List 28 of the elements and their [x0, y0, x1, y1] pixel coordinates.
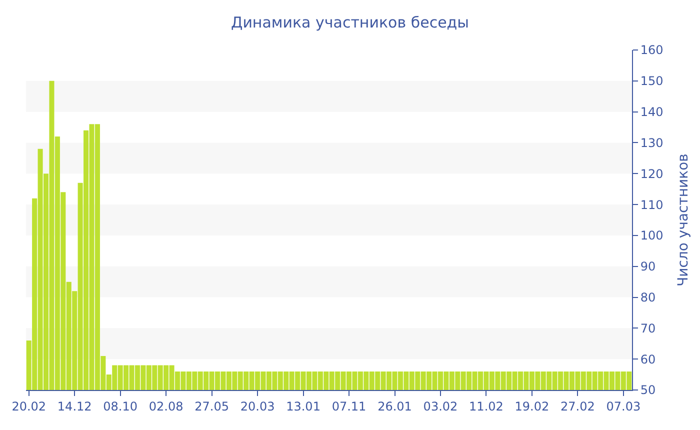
y-tick-label: 160	[640, 43, 664, 58]
x-tick-label: 20.03	[240, 399, 275, 414]
y-tick-label: 60	[640, 352, 656, 366]
x-tick-label: 26.01	[378, 399, 412, 414]
x-tick-label: 03.02	[423, 399, 458, 414]
x-tick-label: 20.02	[12, 399, 46, 414]
x-tick-label: 19.02	[514, 399, 550, 414]
y-tick-label: 70	[640, 321, 656, 336]
y-tick-label: 120	[640, 166, 664, 181]
chart-title: Динамика участников беседы	[230, 14, 470, 32]
y-tick-label: 150	[640, 74, 664, 88]
y-tick-label: 140	[640, 105, 664, 120]
x-tick-label: 11.02	[469, 399, 504, 414]
y-tick-label: 80	[640, 290, 656, 304]
y-tick-label: 110	[640, 198, 664, 212]
y-axis-title: Число участников	[676, 154, 692, 286]
y-tick-label: 50	[640, 383, 656, 398]
y-tick-label: 100	[640, 228, 664, 243]
x-tick-label: 07.11	[332, 399, 366, 414]
y-tick-label: 130	[640, 136, 664, 150]
x-tick-label: 27.05	[194, 399, 229, 414]
x-tick-label: 27.02	[560, 399, 595, 414]
x-tick-label: 07.03	[606, 399, 641, 414]
x-tick-label: 14.12	[57, 399, 92, 414]
x-tick-label: 02.08	[148, 399, 184, 414]
y-tick-label: 90	[640, 260, 656, 274]
x-tick-label: 13.01	[286, 399, 320, 414]
x-tick-label: 08.10	[103, 399, 138, 414]
